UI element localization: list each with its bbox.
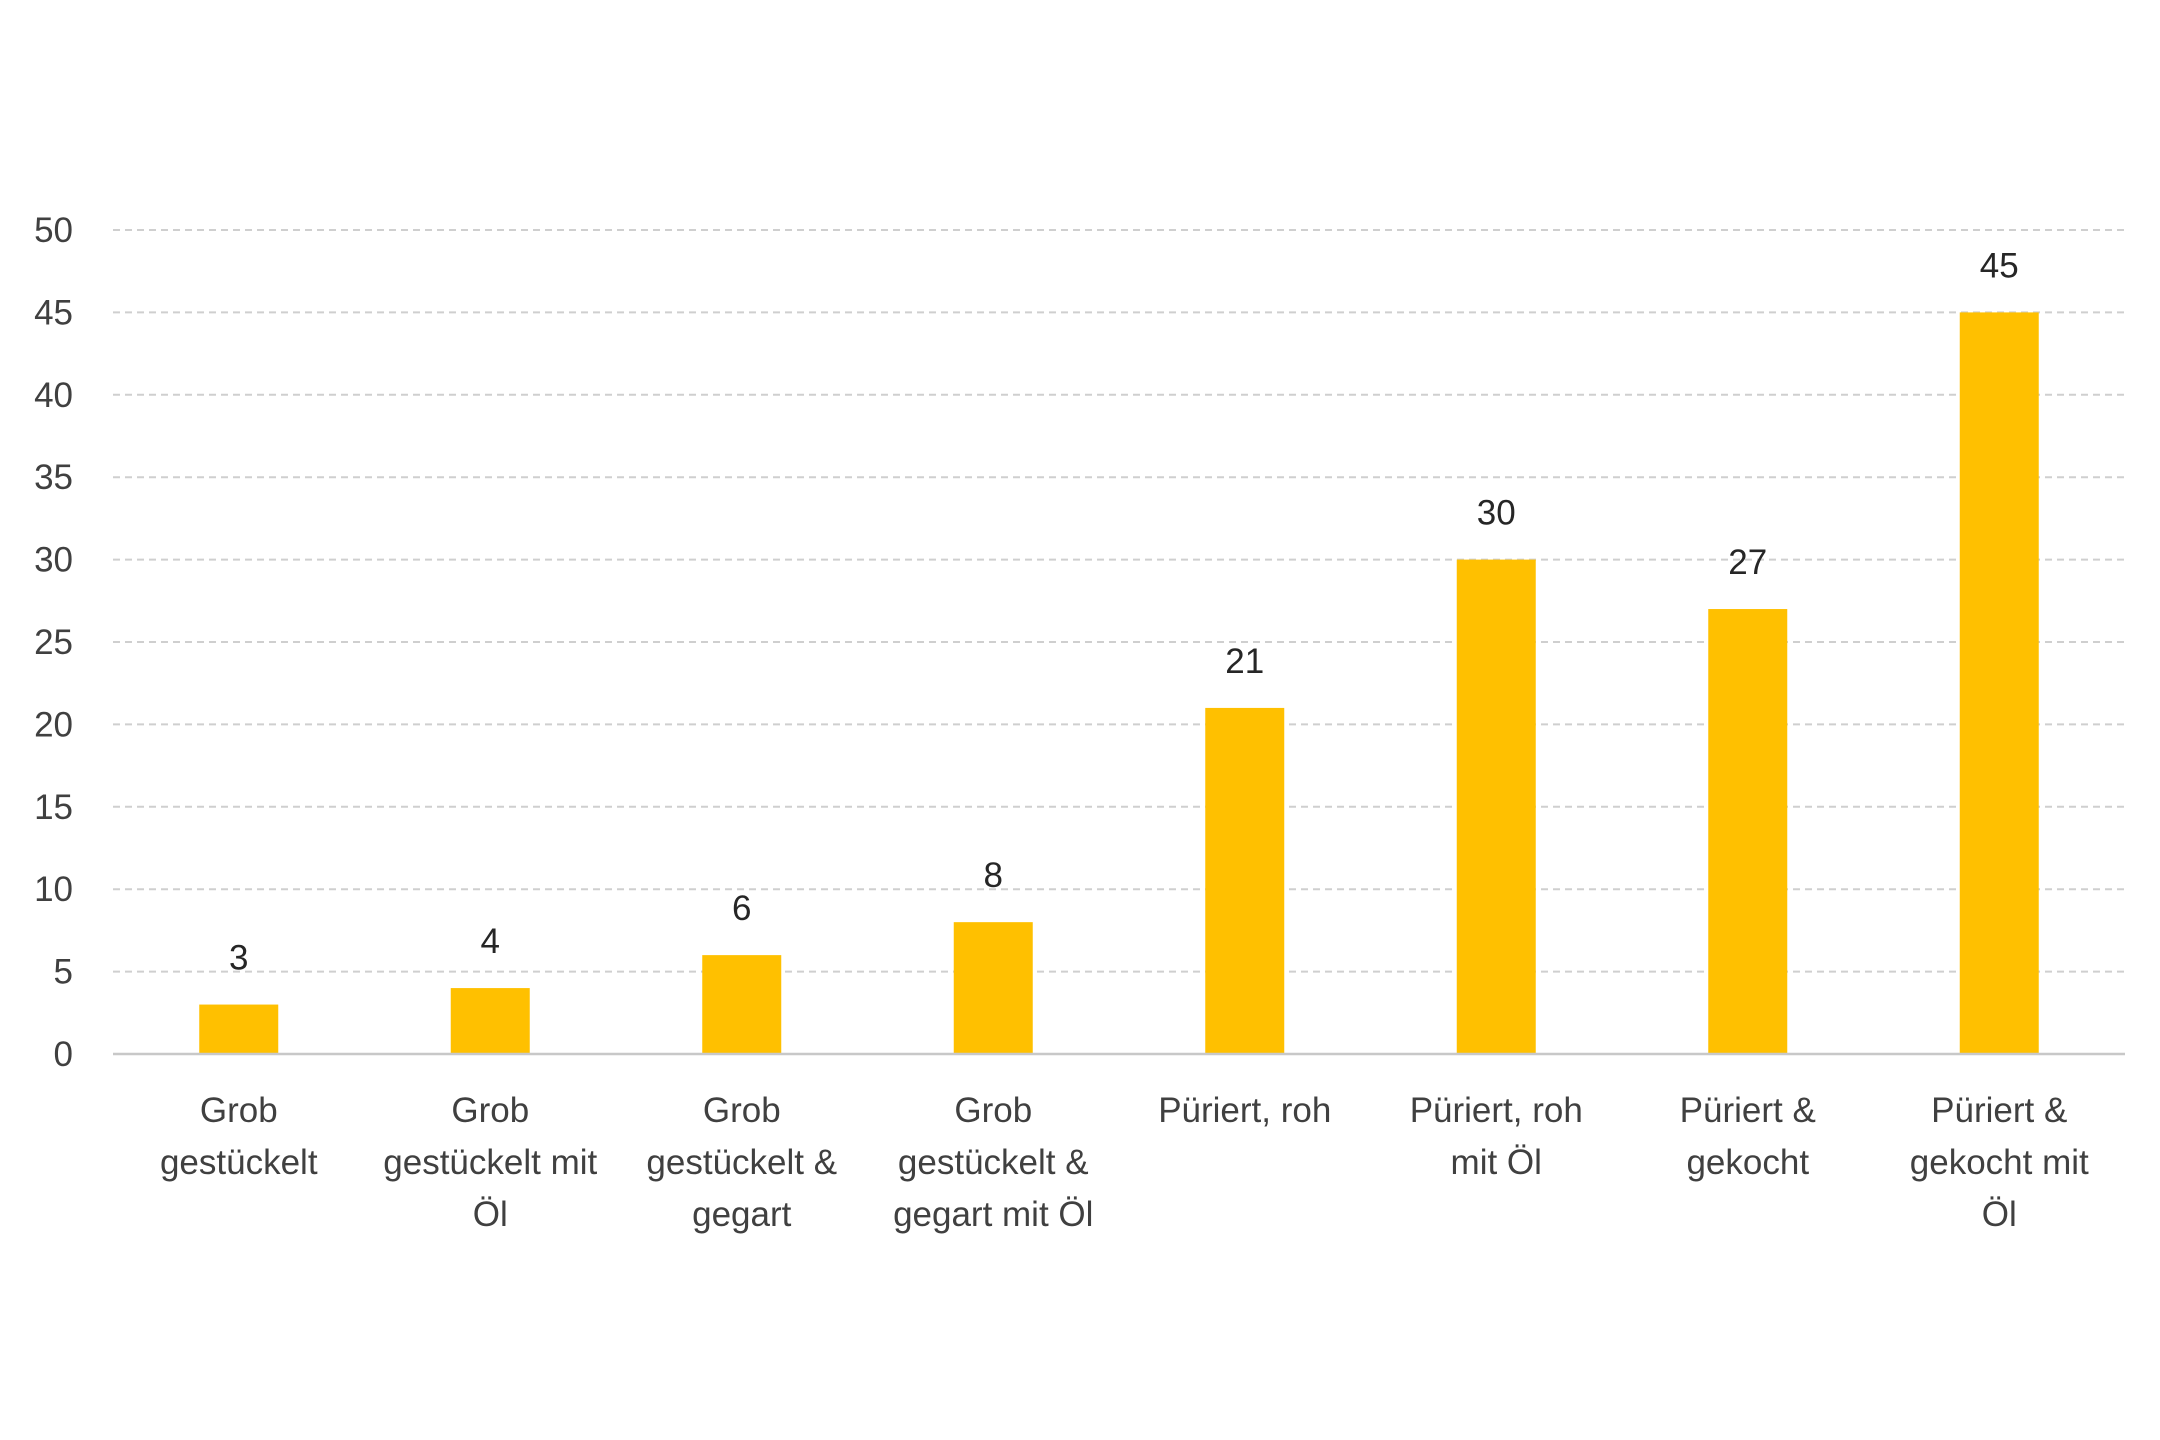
- data-label: 45: [1980, 246, 2019, 285]
- x-category-label: Grob gestückelt mit Öl: [383, 1091, 597, 1234]
- y-tick-label: 15: [34, 788, 73, 827]
- x-category-label-line: Püriert, roh: [1158, 1091, 1331, 1130]
- data-label: 6: [732, 889, 751, 928]
- x-category-label-line: Öl: [1982, 1195, 2017, 1234]
- x-category-label-line: gestückelt &: [646, 1143, 837, 1182]
- bar: [953, 922, 1033, 1054]
- bar: [199, 1004, 279, 1054]
- bar: [450, 988, 530, 1054]
- x-category-label: Grob gestückelt: [160, 1091, 318, 1182]
- x-category-label-line: Püriert &: [1680, 1091, 1816, 1130]
- x-category-label: Püriert & gekocht mit Öl: [1910, 1091, 2089, 1234]
- y-tick-label: 40: [34, 376, 73, 415]
- x-category-label-line: Püriert &: [1931, 1091, 2067, 1130]
- x-category-label-line: Grob: [200, 1091, 278, 1130]
- y-tick-label: 5: [54, 953, 73, 992]
- bar: [1205, 707, 1285, 1054]
- x-category-label-line: gestückelt &: [898, 1143, 1089, 1182]
- y-tick-label: 30: [34, 541, 73, 580]
- y-tick-label: 45: [34, 293, 73, 332]
- data-labels: 3 4 6 8 21 30 27 45: [229, 246, 2019, 977]
- x-category-label-line: gekocht: [1686, 1143, 1809, 1182]
- gridlines: [113, 229, 2125, 973]
- y-tick-label: 0: [54, 1035, 73, 1074]
- x-axis: Grob gestückelt Grob gestückelt mit Öl Grob ge…: [113, 1052, 2125, 1234]
- y-tick-label: 20: [34, 705, 73, 744]
- x-category-label-line: Püriert, roh: [1410, 1091, 1583, 1130]
- x-category-label-line: mit Öl: [1451, 1143, 1542, 1182]
- bar: [1708, 609, 1788, 1054]
- y-tick-label: 10: [34, 870, 73, 909]
- bars: [199, 312, 2039, 1054]
- x-category-label-line: gekocht mit: [1910, 1143, 2089, 1182]
- bar: [1959, 312, 2039, 1054]
- data-label: 21: [1225, 642, 1264, 681]
- data-label: 4: [481, 922, 500, 961]
- data-label: 8: [984, 856, 1003, 895]
- x-category-label-line: Öl: [473, 1195, 508, 1234]
- data-label: 27: [1728, 543, 1767, 582]
- x-category-label-line: gegart mit Öl: [893, 1195, 1093, 1234]
- y-axis: 0 5 10 15 20 25 30 35 40 45 50: [34, 211, 73, 1074]
- data-label: 3: [229, 939, 248, 978]
- y-tick-label: 35: [34, 458, 73, 497]
- x-category-label: Püriert & gekocht: [1680, 1091, 1816, 1182]
- y-tick-label: 50: [34, 211, 73, 250]
- y-tick-label: 25: [34, 623, 73, 662]
- x-category-label-line: Grob: [703, 1091, 781, 1130]
- x-category-label-line: gestückelt: [160, 1143, 318, 1182]
- x-category-label: Grob gestückelt & gegart mit Öl: [893, 1091, 1093, 1234]
- bar: [1456, 559, 1536, 1054]
- data-label: 30: [1477, 494, 1516, 533]
- x-category-label-line: Grob: [954, 1091, 1032, 1130]
- bar: [702, 955, 782, 1054]
- x-category-label: Püriert, roh: [1158, 1091, 1331, 1130]
- x-category-label: Püriert, roh mit Öl: [1410, 1091, 1583, 1182]
- x-category-label-line: Grob: [451, 1091, 529, 1130]
- x-category-label-line: gestückelt mit: [383, 1143, 597, 1182]
- x-category-label: Grob gestückelt & gegart: [646, 1091, 837, 1234]
- x-category-label-line: gegart: [692, 1195, 792, 1234]
